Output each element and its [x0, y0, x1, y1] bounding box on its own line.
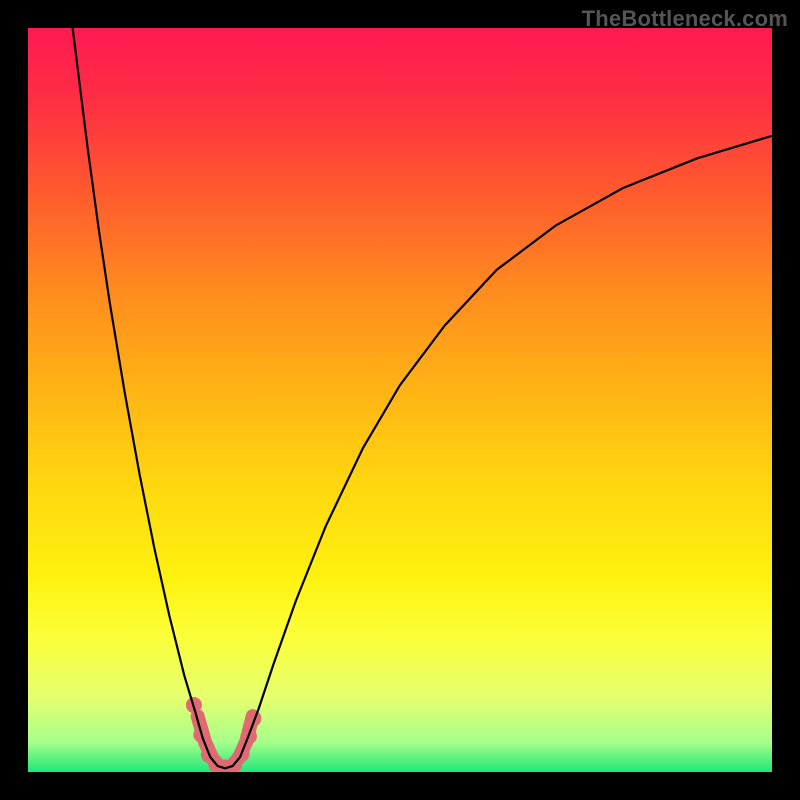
- plot-area: [28, 28, 772, 772]
- chart-frame: TheBottleneck.com: [0, 0, 800, 800]
- bottleneck-curve-chart: [28, 28, 772, 772]
- gradient-background: [28, 28, 772, 772]
